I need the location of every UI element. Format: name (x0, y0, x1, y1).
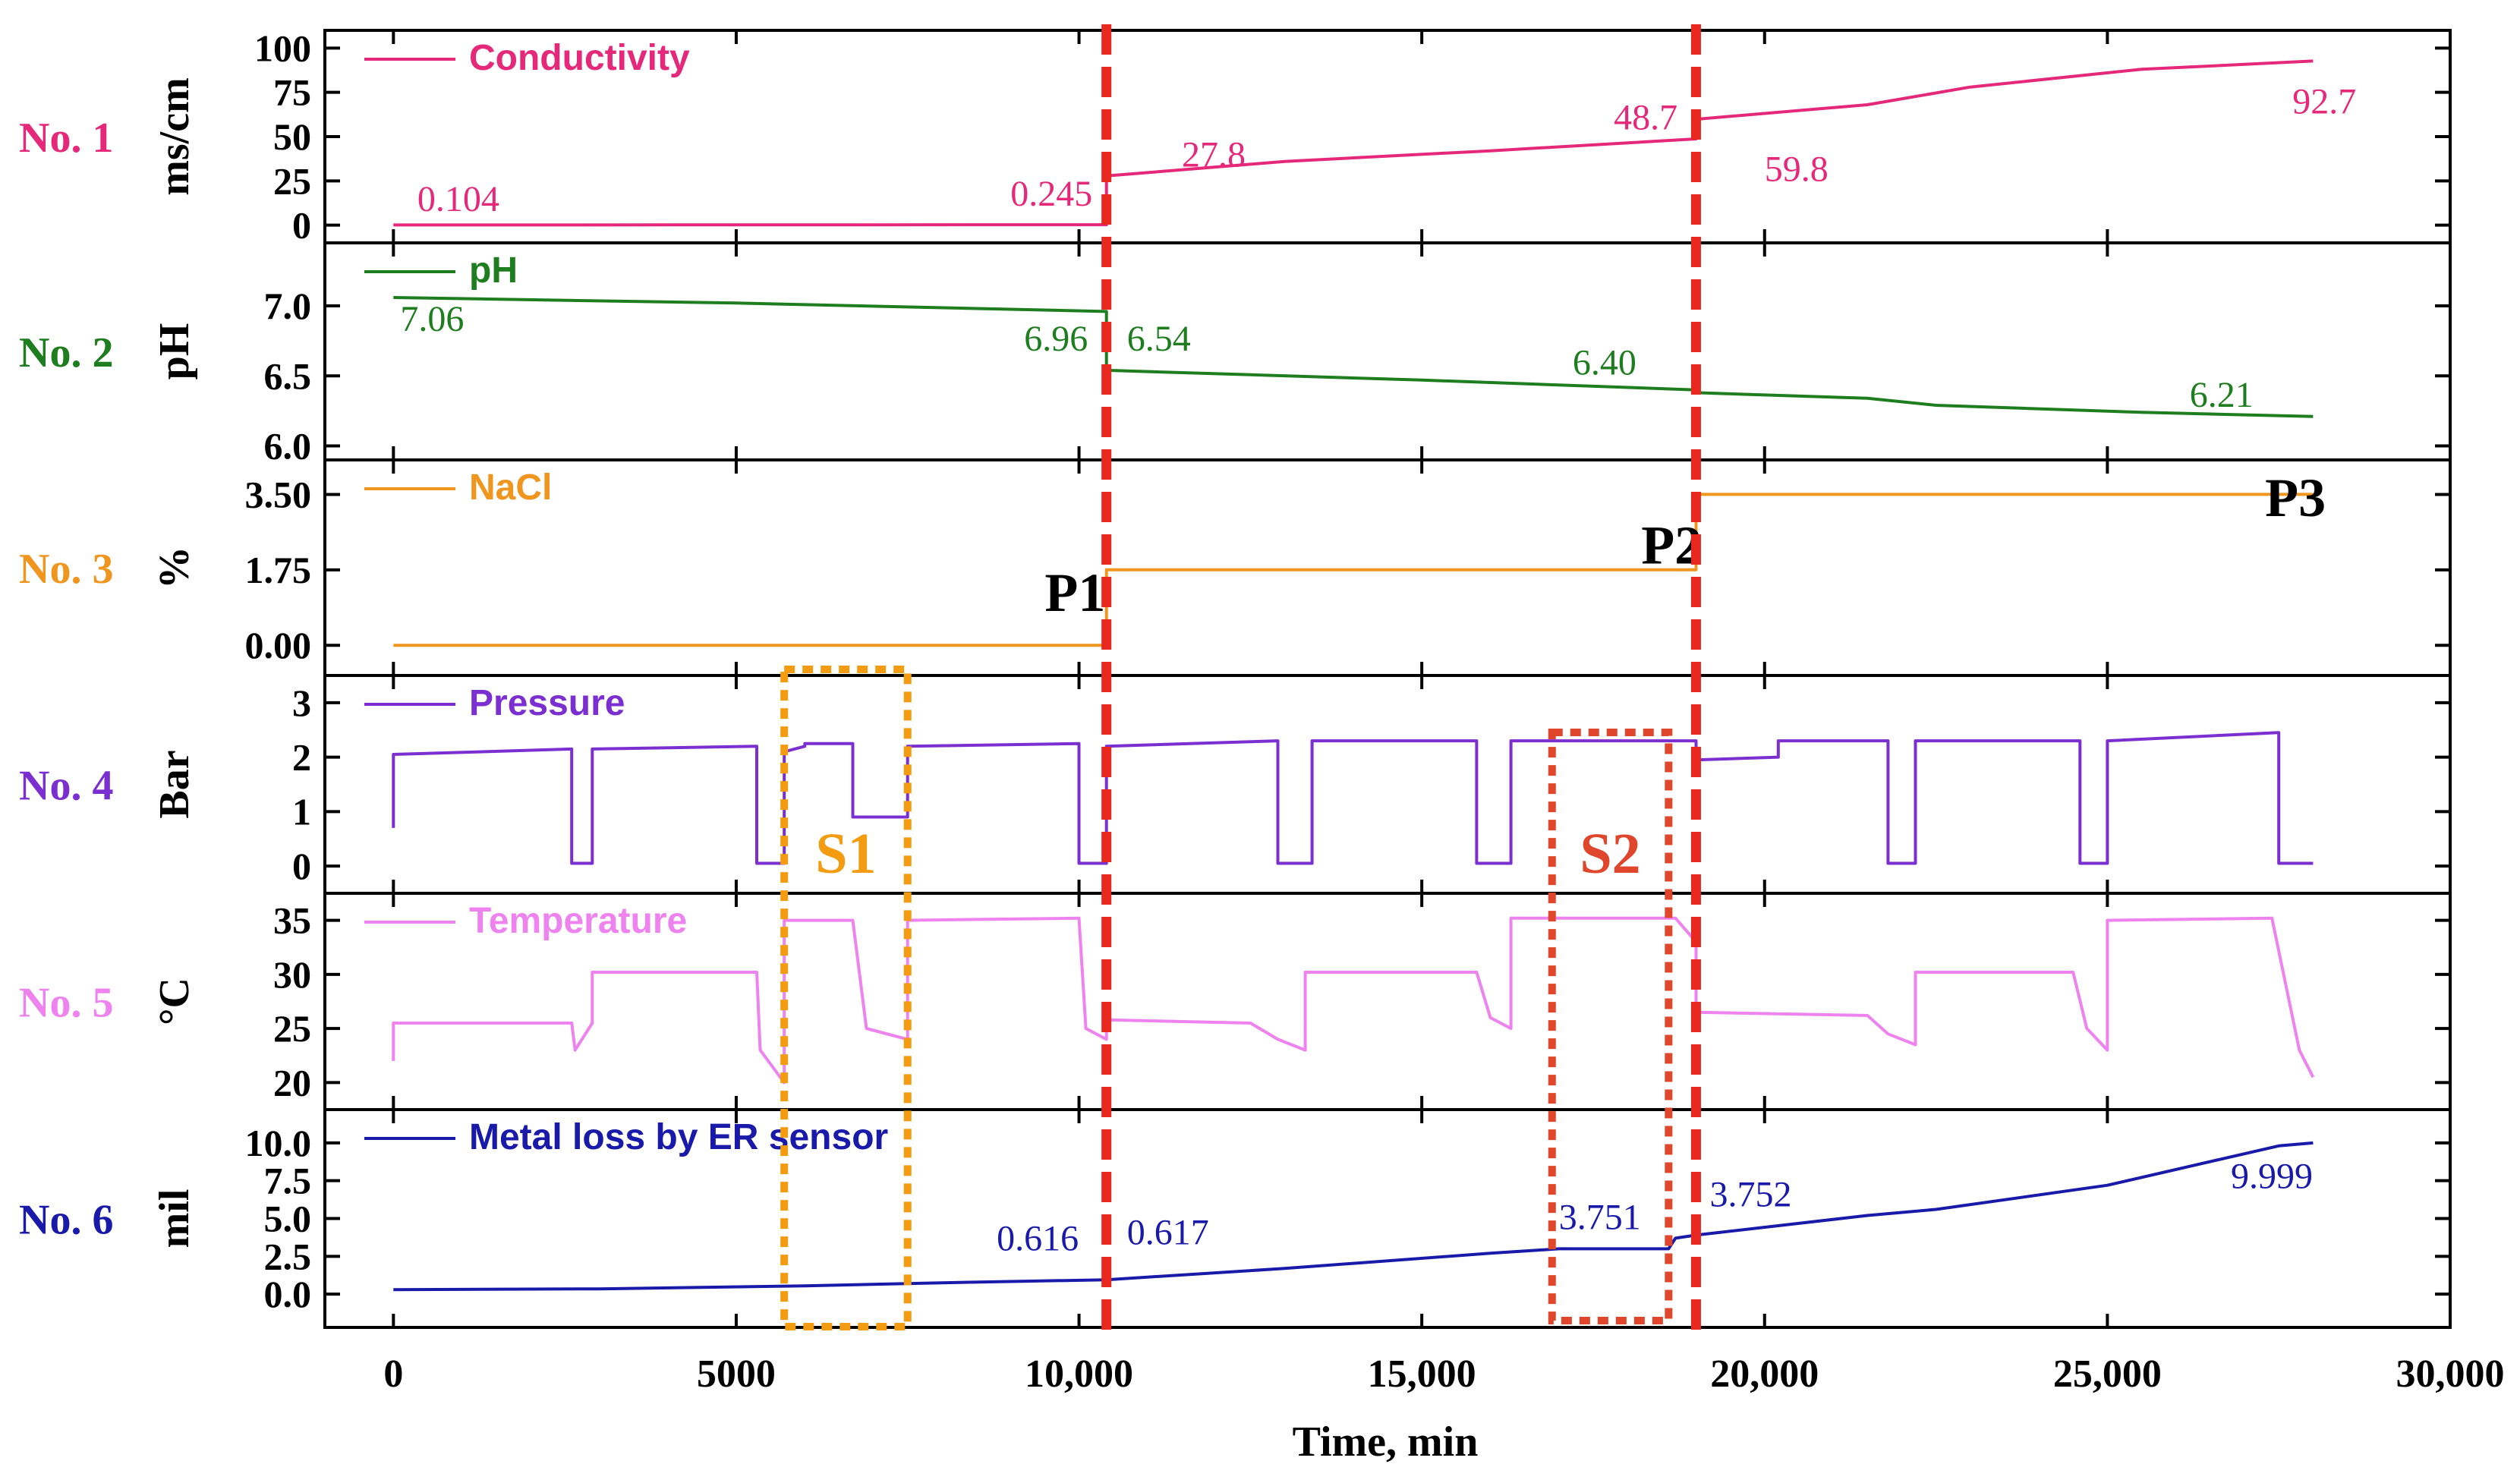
value-label-1-3: 48.7 (1614, 98, 1677, 138)
value-label-1-0: 0.104 (417, 179, 499, 219)
xtick-label-2: 10,000 (1025, 1352, 1133, 1396)
panel-id-3: No. 3 (19, 546, 113, 593)
value-label-1-5: 92.7 (2292, 82, 2356, 122)
panel-id-5: No. 5 (19, 980, 113, 1027)
xtick-label-4: 20,000 (1710, 1352, 1819, 1396)
value-label-6-3: 3.752 (1710, 1175, 1792, 1215)
value-label-1-1: 0.245 (1010, 174, 1092, 214)
panel-id-2: No. 2 (19, 329, 113, 376)
value-label-2-2: 6.54 (1127, 319, 1191, 359)
highlight-label-s1: S1 (815, 822, 876, 886)
value-label-2-1: 6.96 (1024, 319, 1088, 359)
ytick-label-1-3: 75 (273, 71, 311, 114)
ytick-label-2-0: 6.0 (264, 425, 312, 468)
series-3 (393, 493, 2314, 647)
ytick-label-2-1: 6.5 (264, 354, 312, 397)
value-label-2-4: 6.21 (2190, 375, 2254, 415)
panel-4-frame (323, 674, 2452, 895)
value-label-6-4: 9.999 (2231, 1157, 2313, 1197)
legend-label-4: Pressure (469, 683, 625, 723)
ytick-label-5-2: 30 (273, 953, 311, 996)
ytick-label-6-0: 0.0 (264, 1273, 312, 1315)
legend-label-6: Metal loss by ER sensor (469, 1117, 888, 1157)
value-label-6-1: 0.617 (1127, 1212, 1209, 1252)
series-4 (392, 731, 2314, 865)
ytick-label-4-1: 1 (292, 790, 311, 833)
series-5 (392, 916, 2315, 1085)
panel-id-1: No. 1 (19, 115, 113, 162)
ytick-label-6-3: 7.5 (264, 1160, 312, 1202)
ytick-label-1-2: 50 (273, 115, 311, 158)
ylabel-1: ms/cm (151, 77, 198, 196)
series-1 (393, 59, 2314, 227)
x-axis: 0 5000 10,000 15,000 20,000 25,000 30,000 (383, 1352, 2504, 1396)
legend-label-5: Temperature (469, 901, 687, 941)
value-label-1-4: 59.8 (1765, 149, 1829, 189)
legend-label-3: NaCl (469, 468, 552, 508)
value-label-6-2: 3.751 (1559, 1197, 1641, 1237)
chart-overlays: S1 S2 (780, 24, 1701, 1333)
value-label-1-2: 27.8 (1182, 135, 1246, 175)
panel-id-4: No. 4 (19, 763, 113, 810)
value-label-2-0: 7.06 (400, 299, 464, 339)
value-label-6-0: 0.616 (997, 1218, 1079, 1258)
x-axis-label: Time, min (1293, 1418, 1479, 1466)
ytick-label-2-2: 7.0 (264, 285, 312, 327)
xtick-label-5: 25,000 (2053, 1352, 2162, 1396)
xtick-label-1: 5000 (697, 1352, 776, 1396)
ylabel-5: °C (151, 978, 198, 1025)
ytick-label-6-1: 2.5 (264, 1235, 312, 1277)
xtick-label-3: 15,000 (1368, 1352, 1476, 1396)
highlight-box-s2 (1548, 729, 1673, 1324)
panel-4: 0 1 2 3 Bar No. 4 Pressure (19, 674, 2452, 895)
ytick-label-1-0: 0 (292, 204, 311, 247)
ytick-label-1-4: 100 (254, 27, 311, 69)
panel-2-frame (323, 241, 2452, 461)
ytick-label-4-2: 2 (292, 736, 311, 779)
ylabel-4: Bar (151, 750, 198, 818)
series-2 (393, 296, 2314, 418)
xtick-label-6: 30,000 (2396, 1352, 2505, 1396)
panel-3-frame (323, 458, 2452, 677)
highlight-box-s1 (780, 666, 912, 1330)
xtick-label-0: 0 (383, 1352, 403, 1396)
ytick-label-1-1: 25 (273, 159, 311, 202)
ylabel-6: mil (151, 1189, 198, 1248)
legend-label-2: pH (469, 250, 518, 291)
ytick-label-6-2: 5.0 (264, 1198, 312, 1240)
legend-label-1: Conductivity (469, 38, 690, 78)
phase-label-p1: P1 (1044, 562, 1105, 623)
ylabel-2: pH (151, 323, 198, 380)
panel-5: 20 25 30 35 °C No. 5 Temperature (19, 892, 2452, 1111)
ytick-label-5-1: 25 (273, 1007, 311, 1050)
panel-6: 0.02.55.07.510.0 mil No. 6 Metal loss by ER… (19, 1108, 2452, 1329)
value-label-2-3: 6.40 (1573, 342, 1636, 383)
ytick-label-5-3: 35 (273, 899, 311, 942)
ylabel-3: % (151, 546, 198, 589)
phase-label-p3: P3 (2265, 468, 2326, 528)
ytick-label-4-3: 3 (292, 682, 311, 724)
ytick-label-3-2: 3.50 (245, 473, 312, 515)
panel-id-6: No. 6 (19, 1197, 113, 1244)
series-6 (393, 1141, 2314, 1292)
ytick-label-6-4: 10.0 (245, 1122, 312, 1164)
ytick-label-3-0: 0.00 (245, 624, 312, 666)
ytick-label-5-0: 20 (273, 1061, 311, 1104)
ytick-label-3-1: 1.75 (245, 549, 312, 591)
ytick-label-4-0: 0 (292, 845, 311, 887)
highlight-label-s2: S2 (1580, 822, 1640, 886)
